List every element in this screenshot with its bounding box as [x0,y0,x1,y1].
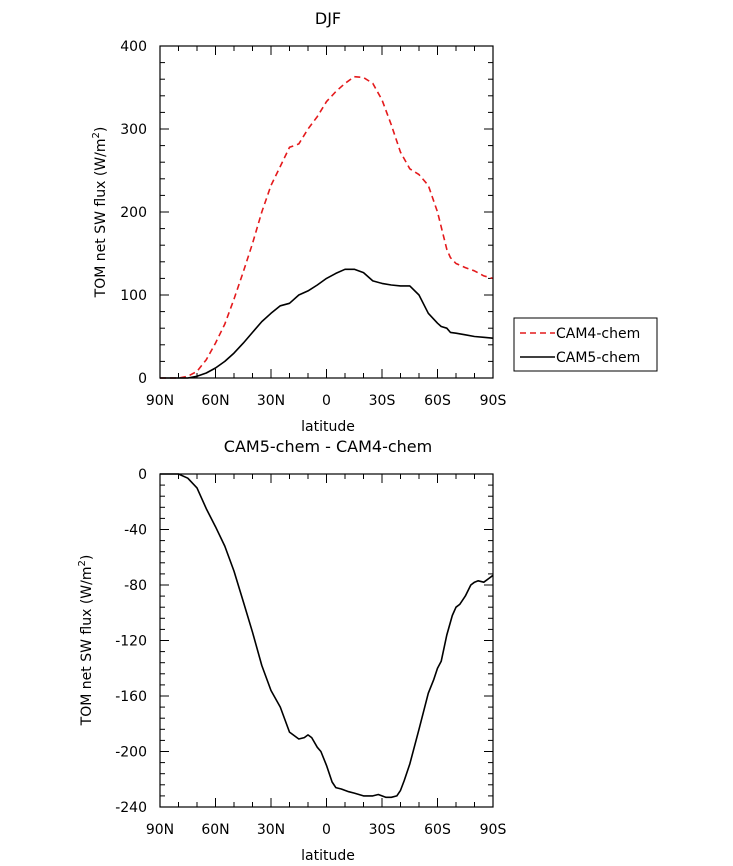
plot-frame [159,45,494,379]
y-tick-label: -120 [115,634,147,650]
x-tick-label: 30S [369,393,396,409]
y-tick-label: -200 [115,745,147,761]
plot-frame [159,473,494,808]
axis-ticks [159,473,494,808]
y-tick-label: 400 [120,39,147,55]
x-tick-label: 90N [146,822,174,838]
series-line-cam4-chem [160,75,494,379]
y-tick-label: 100 [120,288,147,304]
plot-lines [160,473,494,799]
djf-flux-panel: DJF 90N 60N 30N 0 30S 60S 90S 0 100 200 300 400 lat… [91,9,658,435]
y-axis-label: TOM net SW flux (W/m2) [91,127,109,299]
legend-label-cam5: CAM5-chem [556,350,640,366]
x-tick-label: 60S [424,822,451,838]
x-tick-label: 90S [480,393,507,409]
y-tick-label: -240 [115,800,147,816]
x-tick-label: 90S [480,822,507,838]
x-tick-label: 60S [424,393,451,409]
x-axis-label: latitude [301,419,355,435]
y-tick-label: 200 [120,205,147,221]
plot-lines [160,75,494,379]
x-tick-label: 60N [201,393,229,409]
x-tick-label: 30N [257,393,285,409]
y-axis-label: TOM net SW flux (W/m2) [77,555,95,727]
series-line-difference [160,473,494,799]
y-tick-label: 0 [138,371,147,387]
y-tick-label: 0 [138,467,147,483]
y-tick-label: -160 [115,689,147,705]
y-tick-label: -80 [124,578,147,594]
panel-title: DJF [315,9,341,28]
x-tick-label: 30S [369,822,396,838]
x-tick-label: 0 [322,822,331,838]
legend: CAM4-chem CAM5-chem [513,317,658,372]
tick-labels: 90N 60N 30N 0 30S 60S 90S 0 -40 -80 -120 -160 -200 -2… [115,467,506,838]
difference-panel: CAM5-chem - CAM4-chem 90N 60N 30N 0 30S 60S 90… [77,437,506,864]
legend-label-cam4: CAM4-chem [556,326,640,342]
y-tick-label: -40 [124,523,147,539]
panel-title: CAM5-chem - CAM4-chem [224,437,432,456]
series-line-cam5-chem [160,268,494,379]
axis-ticks [159,45,494,379]
x-axis-label: latitude [301,848,355,864]
legend-box [513,317,658,372]
x-tick-label: 30N [257,822,285,838]
x-tick-label: 0 [322,393,331,409]
tick-labels: 90N 60N 30N 0 30S 60S 90S 0 100 200 300 400 [120,39,506,409]
x-tick-label: 60N [201,822,229,838]
x-tick-label: 90N [146,393,174,409]
y-tick-label: 300 [120,122,147,138]
